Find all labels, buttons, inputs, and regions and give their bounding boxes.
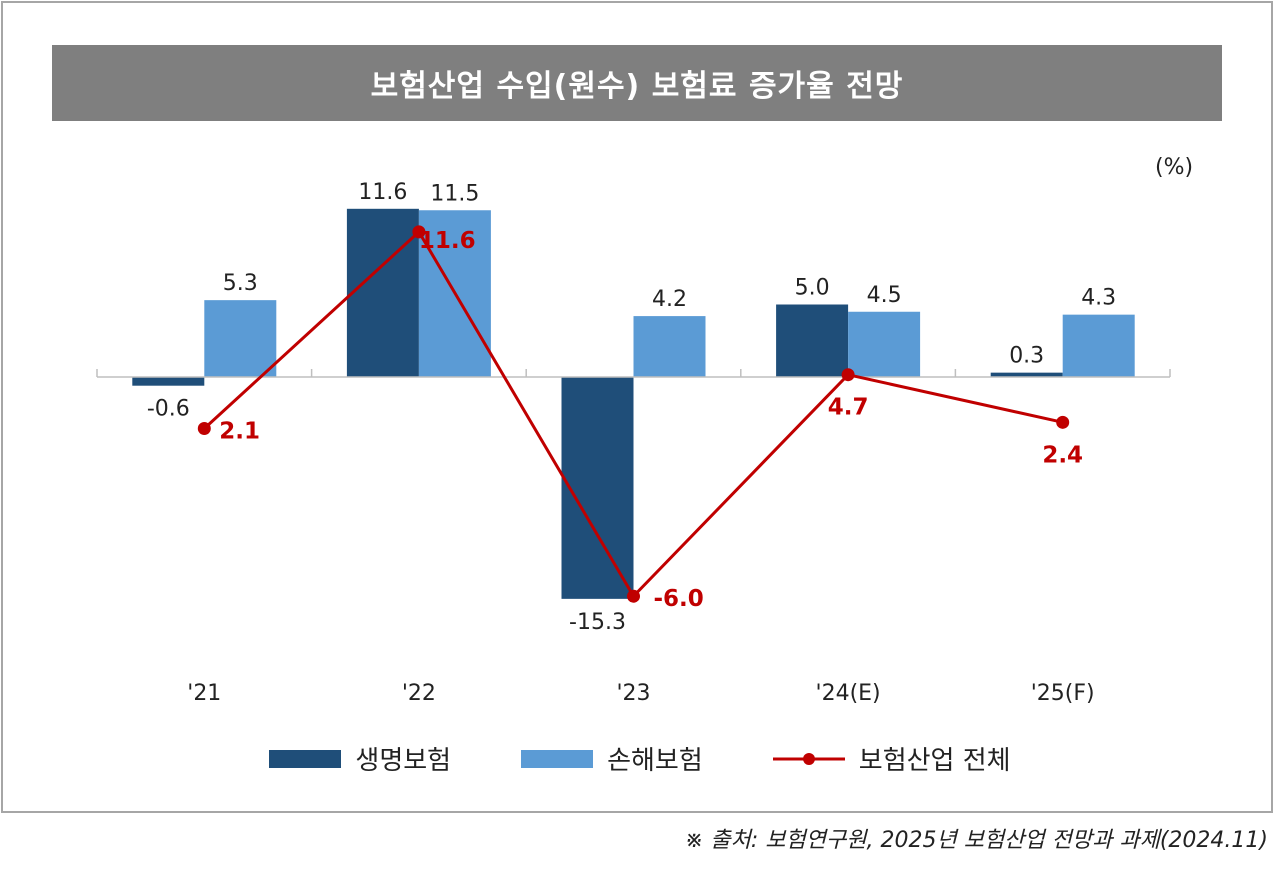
bar-data-label: 11.6 xyxy=(358,180,407,205)
bar-life xyxy=(346,208,419,377)
bar-nonlife xyxy=(1062,314,1135,377)
line-data-label: 2.4 xyxy=(1042,442,1083,468)
line-point xyxy=(412,225,426,239)
bar-data-label: -0.6 xyxy=(147,397,190,422)
legend: 생명보험 손해보험 보험산업 전체 xyxy=(0,740,1280,777)
bar-life xyxy=(776,304,849,377)
line-data-label: -6.0 xyxy=(654,586,704,612)
bar-nonlife xyxy=(633,316,706,377)
legend-line-marker xyxy=(772,752,845,765)
line-point xyxy=(841,368,855,382)
bar-life xyxy=(990,372,1063,377)
line-point xyxy=(1056,415,1070,429)
source-note: ※ 출처: 보험연구원, 2025년 보험산업 전망과 과제(2024.11) xyxy=(684,828,1268,853)
bar-data-label: 5.3 xyxy=(223,271,258,296)
legend-swatch-life xyxy=(269,749,342,768)
x-tick-label: '21 xyxy=(187,681,221,706)
bar-data-label: -15.3 xyxy=(569,610,626,635)
bar-data-label: 4.2 xyxy=(652,287,687,312)
x-tick-label: '23 xyxy=(616,681,650,706)
line-point xyxy=(197,422,211,436)
legend-swatch-nonlife xyxy=(521,749,594,768)
bar-data-label: 11.5 xyxy=(430,181,479,206)
bar-data-label: 4.3 xyxy=(1081,286,1116,311)
legend-label: 손해보험 xyxy=(607,746,703,776)
bar-life xyxy=(132,377,205,386)
x-tick-label: '25(F) xyxy=(1031,681,1095,706)
line-data-label: 11.6 xyxy=(419,228,476,254)
bar-data-label: 4.5 xyxy=(867,283,902,308)
line-data-label: 4.7 xyxy=(828,395,869,421)
bar-life xyxy=(561,377,634,599)
legend-label: 보험산업 전체 xyxy=(858,746,1011,776)
bar-data-label: 0.3 xyxy=(1009,344,1044,369)
legend-item-total: 보험산업 전체 xyxy=(772,740,1011,777)
unit-label: (%) xyxy=(1155,155,1194,180)
legend-item-life: 생명보험 xyxy=(269,740,451,777)
chart-title: 보험산업 수입(원수) 보험료 증가율 전망 xyxy=(52,45,1222,121)
legend-item-nonlife: 손해보험 xyxy=(521,740,703,777)
bar-nonlife xyxy=(204,300,277,377)
bar-data-label: 5.0 xyxy=(795,276,830,301)
chart-frame xyxy=(1,1,1273,813)
x-tick-label: '22 xyxy=(402,681,436,706)
bar-nonlife xyxy=(848,311,921,377)
line-data-label: 2.1 xyxy=(219,419,260,445)
line-point xyxy=(627,589,640,603)
legend-label: 생명보험 xyxy=(355,746,452,776)
x-tick-label: '24(E) xyxy=(816,681,881,706)
